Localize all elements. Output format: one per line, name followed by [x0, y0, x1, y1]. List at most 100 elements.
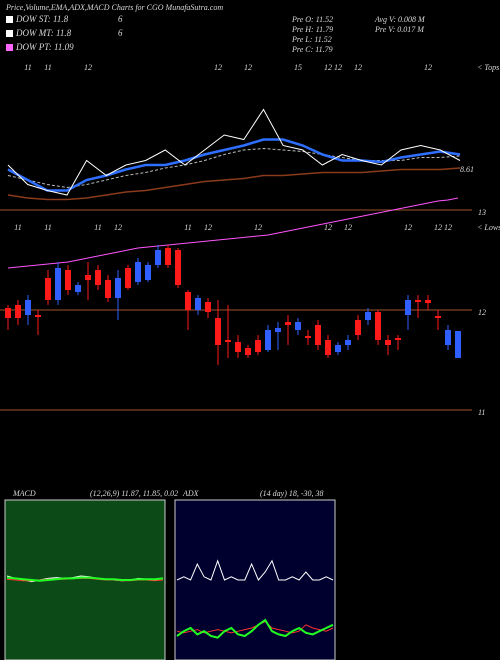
candle-body — [235, 342, 241, 352]
candle-body — [205, 302, 211, 312]
info-text: Pre H: 11.79 — [291, 25, 333, 34]
series-line — [7, 197, 459, 269]
x-tick-label: 11 — [44, 223, 51, 232]
x-tick-label: 11 — [14, 223, 21, 232]
candle-body — [345, 340, 351, 345]
x-tick-label: 12 — [214, 63, 222, 72]
candle-body — [195, 298, 201, 310]
legend-label: DOW MT: 11.8 — [15, 28, 72, 38]
x-tick-label: 15 — [294, 63, 302, 72]
candle-body — [215, 318, 221, 345]
candle-body — [255, 340, 261, 352]
candle-body — [245, 348, 251, 355]
candle-body — [285, 322, 291, 325]
series-line — [176, 618, 334, 639]
candle-body — [55, 268, 61, 300]
candle-body — [305, 336, 311, 338]
x-tick-label: 12 — [324, 223, 332, 232]
series-line — [7, 167, 461, 201]
legend-label: DOW PT: 11.09 — [15, 42, 74, 52]
info-text: Pre O: 11.52 — [291, 15, 333, 24]
candle-body — [5, 308, 11, 318]
x-tick-label: 12 — [324, 63, 332, 72]
candle-body — [295, 322, 301, 330]
candle-body — [415, 300, 421, 302]
x-tick-label: 12 — [344, 223, 352, 232]
candle-body — [65, 270, 71, 290]
candle-body — [185, 292, 191, 310]
panel-title: ADX — [182, 489, 200, 498]
candle-body — [15, 305, 21, 318]
x-tick-label: 12 — [354, 63, 362, 72]
candle-body — [25, 300, 31, 315]
candle-body — [265, 330, 271, 350]
x-tick-label: 11 — [184, 223, 191, 232]
candle-body — [425, 300, 431, 303]
candle-body — [445, 330, 451, 345]
x-tick-label: 12 — [334, 63, 342, 72]
candle-body — [365, 312, 371, 320]
panel-background — [174, 499, 336, 660]
info-text: Avg V: 0.008 M — [374, 15, 426, 24]
candle-body — [395, 338, 401, 340]
series-line — [7, 108, 461, 196]
candle-body — [145, 265, 151, 280]
candle-body — [355, 320, 361, 335]
candle-body — [435, 316, 441, 318]
lows-label: < Lows — [477, 223, 500, 232]
info-text: Pre L: 11.52 — [291, 35, 332, 44]
y-tick-label: 11 — [478, 408, 485, 417]
x-tick-label: 12 — [84, 63, 92, 72]
x-tick-label: 11 — [44, 63, 51, 72]
x-tick-label: 12 — [244, 63, 252, 72]
candle-body — [85, 275, 91, 280]
candle-body — [375, 312, 381, 340]
candle-body — [115, 278, 121, 298]
candle-body — [35, 315, 41, 317]
legend-swatch — [6, 30, 13, 37]
candle-body — [75, 285, 81, 292]
x-tick-label: 12 — [254, 223, 262, 232]
page-title: Price,Volume,EMA,ADX,MACD Charts for CGO… — [5, 3, 223, 12]
legend-swatch — [6, 16, 13, 23]
legend-swatch — [6, 44, 13, 51]
candle-body — [225, 340, 231, 342]
candle-body — [175, 250, 181, 285]
legend-value: 6 — [118, 28, 123, 38]
candle-body — [125, 268, 131, 288]
panel-title: MACD — [12, 489, 36, 498]
panel-subtitle: (12,26,9) 11.87, 11.85, 0.02 — [90, 489, 178, 498]
panel-subtitle: (14 day) 18, -30, 38 — [260, 489, 324, 498]
candle-body — [335, 345, 341, 352]
x-tick-label: 12 — [404, 223, 412, 232]
info-text: Pre V: 0.017 M — [374, 25, 425, 34]
candle-body — [405, 300, 411, 315]
legend-label: DOW ST: 11.8 — [15, 14, 69, 24]
candle-body — [455, 331, 461, 358]
candle-body — [95, 270, 101, 285]
x-tick-label: 11 — [94, 223, 101, 232]
x-tick-label: 12 — [434, 223, 442, 232]
candle-body — [275, 328, 281, 332]
series-line — [7, 138, 461, 192]
x-tick-label: 11 — [24, 63, 31, 72]
candle-body — [385, 340, 391, 345]
candle-body — [315, 325, 321, 345]
x-tick-label: 12 — [444, 223, 452, 232]
y-tick-label: 12 — [478, 308, 486, 317]
candle-body — [155, 250, 161, 265]
candle-body — [165, 248, 171, 265]
tops-label: < Tops — [477, 63, 499, 72]
candle-body — [325, 340, 331, 355]
y-tick-label: 13 — [478, 208, 486, 217]
annotation: 8.61 — [460, 165, 474, 174]
candle-body — [45, 278, 51, 300]
series-line — [6, 576, 164, 582]
series-line — [176, 559, 334, 581]
candle-body — [105, 280, 111, 298]
x-tick-label: 12 — [114, 223, 122, 232]
x-tick-label: 12 — [424, 63, 432, 72]
x-tick-label: 12 — [204, 223, 212, 232]
candle-body — [135, 262, 141, 282]
